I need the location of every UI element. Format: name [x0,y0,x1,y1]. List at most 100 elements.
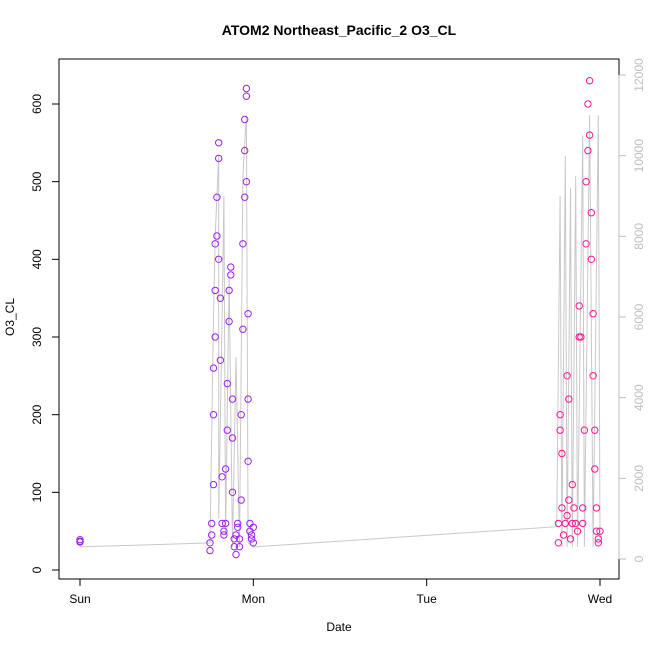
data-point [234,519,242,528]
data-point [211,240,219,248]
data-point [206,539,214,547]
y2-tick-label: 12000 [632,58,646,92]
plot-frame [58,58,620,580]
y2-tick-label: 6000 [632,303,646,330]
data-point [211,333,219,341]
data-point [568,519,576,528]
y-tick-label: 300 [30,327,44,347]
data-point [76,538,84,546]
data-point [232,550,240,559]
data-point [591,465,599,473]
data-point [209,364,218,372]
data-point [228,434,237,442]
data-point [575,302,583,310]
data-point [579,519,587,528]
data-point [235,535,244,543]
data-point [242,178,251,186]
series-line [79,115,601,548]
data-point [218,473,226,481]
data-point [228,395,237,403]
data-point [572,519,580,528]
data-point [235,543,244,551]
data-point [563,372,571,380]
data-point [573,527,582,535]
y2-tick-label: 2000 [632,465,646,492]
data-point [249,539,258,547]
x-tick-label: Wed [588,592,612,606]
data-point [582,178,590,186]
data-point [76,536,84,544]
data-point [225,286,233,295]
data-point [587,209,595,217]
data-point [206,546,214,555]
data-point [554,539,563,547]
data-point [244,395,252,403]
y2-tick-label: 10000 [632,139,646,173]
data-point [241,146,249,155]
data-point [215,154,223,163]
data-point [227,263,235,271]
data-point [225,317,233,326]
data-point [242,84,251,93]
data-point [216,356,225,364]
data-point [592,504,601,512]
data-point [582,240,590,248]
data-point [247,531,256,539]
data-point [584,100,592,108]
x-axis-label: Date [326,620,352,634]
data-point [244,457,252,465]
data-point [585,131,594,139]
data-point [215,139,223,147]
data-point [556,426,564,434]
data-point [209,411,218,419]
data-point [241,115,249,124]
data-point [216,294,225,302]
data-point [244,310,252,318]
data-point [232,531,240,539]
data-point [208,531,216,539]
data-point [221,519,230,528]
data-point [239,240,247,248]
y2-tick-label: 0 [632,555,646,562]
y-axis-label: O3_CL [3,298,17,336]
y2-tick-label: 4000 [632,384,646,411]
data-point [594,535,602,543]
data-point [587,255,595,263]
axes: Sun Mon Tue Wed0100200300400500600020004000… [30,58,646,606]
data-point [556,411,564,419]
data-point [589,310,597,318]
data-point [218,519,226,528]
data-point [220,527,228,535]
data-point [241,193,249,201]
y-tick-label: 400 [30,249,44,269]
data-point [215,255,223,263]
x-tick-label: Tue [417,592,438,606]
data-point [228,488,237,496]
data-point [558,449,566,458]
data-point [585,77,594,85]
data-point [230,535,239,543]
point-series [76,77,604,559]
data-point [223,426,232,434]
line-series [79,115,601,548]
data-point [213,232,221,240]
x-tick-label: Mon [242,592,265,606]
data-point [239,325,247,333]
data-point [221,465,230,473]
data-point [213,193,221,201]
y-tick-label: 200 [30,404,44,424]
data-point [580,426,589,434]
data-point [565,496,573,504]
data-point [554,519,563,528]
data-point [230,543,239,551]
y-tick-label: 100 [30,482,44,502]
data-point [596,527,604,535]
data-point [561,519,569,528]
data-point [227,271,235,279]
data-point [579,504,587,512]
data-point [237,496,245,504]
data-point [220,531,228,539]
chart-title: ATOM2 Northeast_Pacific_2 O3_CL [222,22,457,38]
data-point [594,539,602,547]
